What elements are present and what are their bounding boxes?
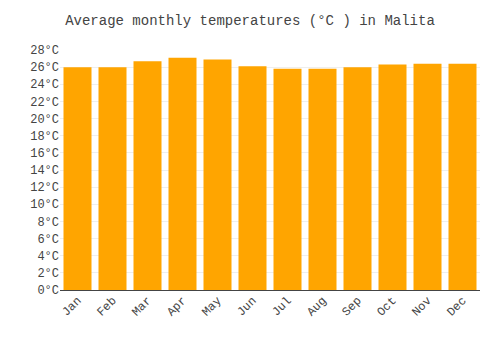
svg-text:0°C: 0°C [37,284,59,298]
svg-text:8°C: 8°C [37,216,59,230]
svg-text:Apr: Apr [164,294,189,319]
svg-text:26°C: 26°C [30,61,59,75]
svg-text:Jul: Jul [269,294,294,319]
svg-text:Jan: Jan [59,294,84,319]
svg-text:2°C: 2°C [37,267,59,281]
svg-text:22°C: 22°C [30,96,59,110]
svg-text:Oct: Oct [374,294,399,319]
svg-text:Mar: Mar [129,294,154,319]
svg-text:May: May [199,294,224,319]
svg-text:4°C: 4°C [37,250,59,264]
svg-text:Nov: Nov [409,294,434,319]
svg-text:Dec: Dec [444,294,469,319]
svg-text:Aug: Aug [304,294,329,319]
svg-text:Feb: Feb [94,294,119,319]
svg-text:16°C: 16°C [30,147,59,161]
svg-text:Sep: Sep [339,294,364,319]
svg-text:6°C: 6°C [37,233,59,247]
svg-text:12°C: 12°C [30,181,59,195]
svg-text:24°C: 24°C [30,78,59,92]
svg-text:14°C: 14°C [30,164,59,178]
svg-text:10°C: 10°C [30,198,59,212]
svg-text:20°C: 20°C [30,113,59,127]
svg-text:28°C: 28°C [30,44,59,58]
svg-text:Jun: Jun [234,294,259,319]
svg-text:Average monthly temperatures (: Average monthly temperatures (°C ) in Ma… [65,13,435,29]
svg-text:18°C: 18°C [30,130,59,144]
